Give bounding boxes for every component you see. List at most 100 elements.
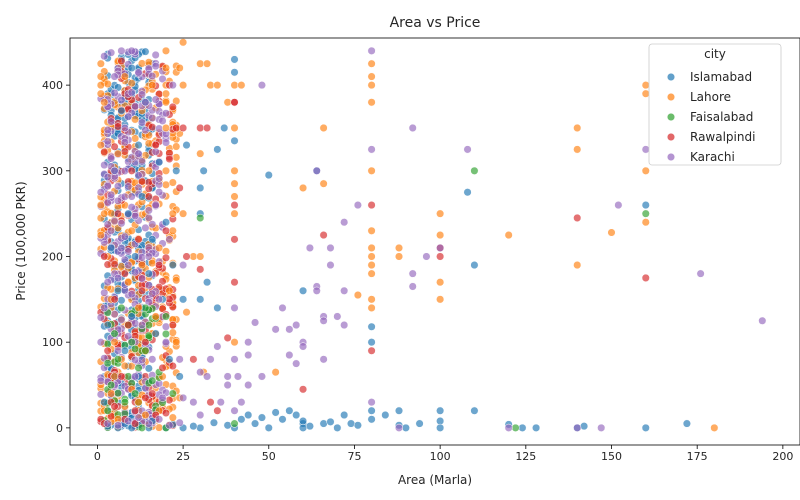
data-point: [641, 145, 650, 154]
data-point: [137, 320, 147, 330]
data-point: [244, 410, 253, 420]
data-point: [367, 415, 376, 424]
data-point: [165, 154, 174, 164]
data-point: [141, 410, 150, 420]
data-point: [124, 112, 133, 121]
data-point: [96, 390, 105, 399]
data-point: [172, 142, 181, 151]
data-point: [237, 415, 246, 424]
data-point: [367, 59, 376, 68]
data-point: [223, 421, 232, 430]
data-point: [131, 372, 140, 381]
data-point: [230, 355, 239, 364]
data-point: [367, 406, 376, 415]
data-point: [137, 59, 147, 68]
data-point: [148, 114, 157, 123]
data-point: [607, 228, 616, 237]
data-point: [103, 125, 112, 135]
data-point: [179, 209, 188, 218]
data-point: [230, 303, 239, 312]
data-point: [408, 282, 417, 291]
data-point: [120, 123, 129, 133]
data-point: [110, 338, 119, 347]
data-point: [196, 410, 205, 420]
data-point: [144, 281, 153, 290]
data-point: [110, 295, 119, 304]
data-point: [511, 423, 520, 432]
data-point: [299, 342, 308, 351]
data-point: [124, 372, 133, 381]
data-point: [134, 413, 143, 422]
data-point: [175, 372, 184, 381]
data-point: [394, 406, 404, 415]
data-point: [573, 261, 582, 270]
data-point: [179, 81, 188, 90]
data-point: [96, 81, 105, 90]
data-point: [155, 124, 164, 133]
data-point: [182, 141, 191, 150]
data-point: [230, 98, 239, 107]
data-point: [285, 350, 294, 360]
data-point: [103, 359, 112, 368]
data-point: [155, 188, 164, 197]
data-point: [151, 329, 160, 338]
x-tick-label: 50: [262, 450, 276, 463]
legend-marker: [666, 92, 676, 102]
legend-box: [648, 43, 782, 166]
data-point: [100, 209, 109, 218]
data-point: [340, 286, 349, 295]
data-point: [117, 56, 126, 66]
data-point: [155, 158, 164, 167]
data-point: [161, 312, 171, 321]
data-point: [161, 329, 171, 339]
data-point: [103, 339, 112, 348]
data-point: [107, 190, 116, 199]
data-point: [137, 253, 147, 262]
data-point: [113, 286, 123, 295]
data-point: [107, 389, 116, 398]
data-point: [285, 406, 294, 415]
data-point: [408, 269, 417, 278]
data-point: [436, 231, 445, 240]
data-point: [158, 393, 167, 402]
data-point: [278, 415, 287, 424]
data-point: [127, 290, 136, 299]
data-point: [319, 419, 328, 428]
data-point: [124, 416, 133, 426]
data-point: [100, 98, 109, 107]
data-point: [172, 338, 181, 347]
data-point: [230, 235, 239, 244]
data-point: [148, 220, 157, 229]
data-point: [244, 380, 253, 390]
data-point: [168, 81, 177, 90]
data-point: [326, 243, 335, 252]
y-axis-label: Price (100,000 PKR): [14, 181, 28, 300]
data-point: [367, 269, 376, 278]
data-point: [148, 72, 157, 81]
data-point: [367, 145, 376, 154]
data-point: [422, 252, 431, 261]
data-point: [285, 325, 294, 334]
data-point: [165, 235, 174, 244]
data-point: [223, 380, 232, 390]
data-point: [168, 361, 177, 371]
data-point: [96, 59, 105, 68]
data-point: [326, 261, 335, 270]
data-point: [144, 419, 153, 428]
data-point: [113, 122, 123, 131]
data-point: [223, 372, 232, 381]
data-point: [168, 389, 177, 398]
data-point: [203, 278, 212, 287]
data-point: [161, 63, 171, 73]
data-point: [463, 145, 472, 154]
data-point: [161, 218, 171, 227]
data-point: [230, 123, 239, 133]
data-point: [271, 325, 280, 334]
data-point: [196, 59, 205, 68]
data-point: [161, 46, 171, 55]
data-point: [110, 166, 119, 175]
data-point: [199, 166, 208, 175]
data-point: [155, 415, 164, 424]
data-point: [415, 419, 424, 428]
data-point: [237, 81, 246, 90]
